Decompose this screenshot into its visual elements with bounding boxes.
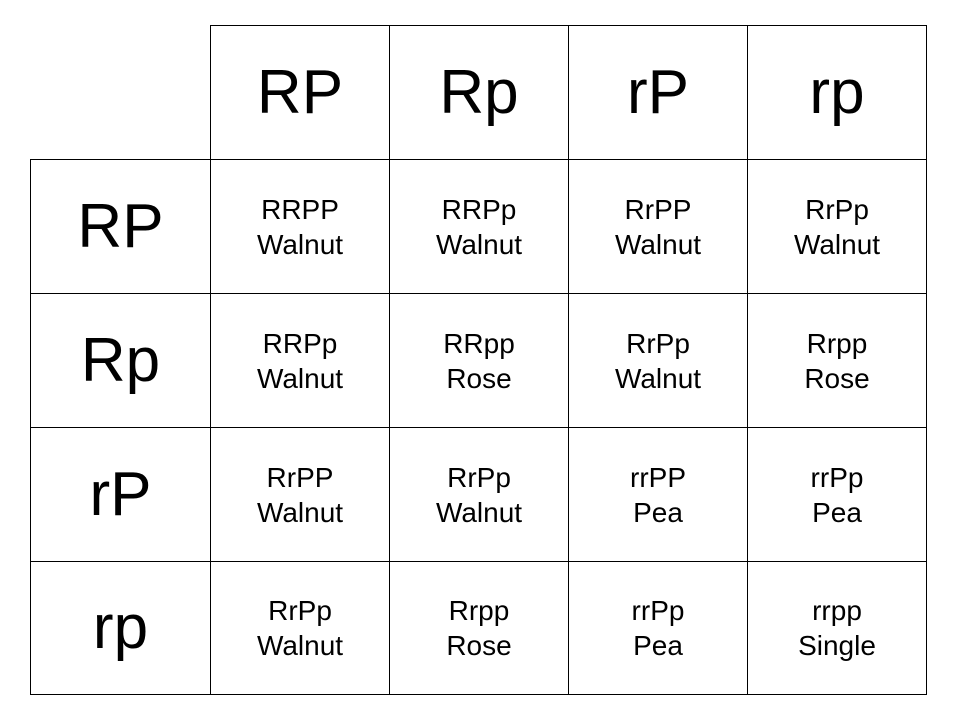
genotype-label: RRpp [443,327,515,359]
genotype-label: RrPp [626,327,690,359]
row-header-label: rp [92,593,149,662]
column-header-3: rP [568,25,748,160]
column-header-4: rp [747,25,927,160]
genotype-label: Rrpp [806,327,868,359]
genotype-label: RrPp [268,595,332,626]
offspring-cell: rrPp Pea [568,561,748,695]
column-header-label: rp [809,57,865,127]
column-header-label: Rp [439,57,519,127]
phenotype-label: Walnut [435,496,523,528]
offspring-cell: RrPP Walnut [210,427,390,562]
column-header-1: RP [210,25,390,160]
phenotype-label: Pea [812,496,862,528]
genotype-label: rrpp [812,595,862,626]
row-header-4: rp [30,561,211,695]
phenotype-label: Rose [446,630,512,661]
genotype-label: rrPp [631,595,685,626]
offspring-cell: RRPP Walnut [210,159,390,294]
row-header-label: Rp [80,325,161,395]
genotype-label: RrPp [447,461,511,493]
phenotype-label: Single [798,630,876,661]
offspring-cell: Rrpp Rose [389,561,569,695]
phenotype-label: Pea [633,630,683,661]
offspring-cell: RrPp Walnut [210,561,390,695]
row-header-1: RP [30,159,211,294]
offspring-cell: RRpp Rose [389,293,569,428]
row-header-3: rP [30,427,211,562]
column-header-2: Rp [389,25,569,160]
punnett-square: RP Rp rP rp RP RRPP Walnut RRPp Walnut R… [30,25,927,695]
phenotype-label: Walnut [614,362,702,394]
phenotype-label: Walnut [435,228,523,260]
offspring-cell: RrPp Walnut [568,293,748,428]
offspring-cell: RrPp Walnut [747,159,927,294]
genotype-label: RRPp [262,327,338,359]
offspring-cell: rrPP Pea [568,427,748,562]
row-header-label: rP [89,459,152,529]
genotype-label: RrPP [624,193,692,225]
offspring-cell: RRPp Walnut [210,293,390,428]
phenotype-label: Walnut [256,228,344,260]
genotype-label: Rrpp [448,595,510,626]
offspring-cell: RRPp Walnut [389,159,569,294]
phenotype-label: Walnut [614,228,702,260]
column-header-label: RP [256,57,344,127]
offspring-cell: RrPP Walnut [568,159,748,294]
genotype-label: RrPP [266,461,334,493]
offspring-cell: rrPp Pea [747,427,927,562]
phenotype-label: Pea [633,496,683,528]
offspring-cell: rrpp Single [747,561,927,695]
phenotype-label: Walnut [256,362,344,394]
genotype-label: RrPp [805,193,869,225]
phenotype-label: Walnut [256,630,344,661]
offspring-cell: Rrpp Rose [747,293,927,428]
phenotype-label: Walnut [256,496,344,528]
row-header-label: RP [77,191,164,261]
genotype-label: rrPp [810,461,864,493]
phenotype-label: Rose [804,362,870,394]
phenotype-label: Rose [446,362,512,394]
phenotype-label: Walnut [793,228,881,260]
genotype-label: RRPp [441,193,517,225]
genotype-label: RRPP [261,193,339,225]
genotype-label: rrPP [630,461,686,493]
column-header-label: rP [627,57,689,127]
offspring-cell: RrPp Walnut [389,427,569,562]
row-header-2: Rp [30,293,211,428]
